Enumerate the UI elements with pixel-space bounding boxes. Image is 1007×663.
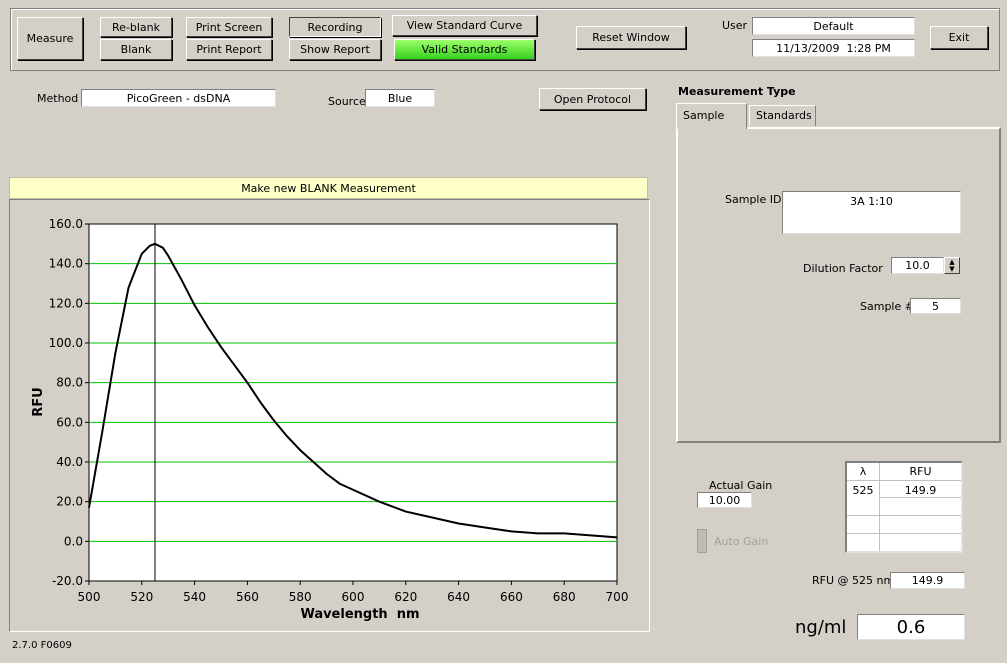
table-header: RFU [880,463,961,481]
x-tick-label: 540 [183,590,206,604]
y-tick-label: -20.0 [52,574,83,588]
button[interactable]: Blank [100,39,172,60]
label: RFU @ 525 nm [812,574,895,587]
plot-area [88,223,618,582]
text-field: PicoGreen - dsDNA [81,89,276,107]
toolbar [10,8,1000,71]
table-header: λ [847,463,880,481]
text-field: 10.00 [697,492,752,508]
tab[interactable]: Standards [749,105,816,126]
x-tick-label: 500 [78,590,101,604]
data-table: λ RFU 525 149.9 [845,461,963,553]
button[interactable]: Re-blank [100,17,172,37]
tab[interactable]: Sample [676,103,747,129]
label: Sample ID [725,193,782,206]
x-tick-label: 660 [500,590,523,604]
button[interactable]: Print Report [186,39,272,60]
text-field: 3A 1:10 [782,191,961,234]
label: Method [37,92,79,105]
y-tick-label: 120.0 [49,296,83,310]
text-field: Default [752,17,915,35]
table-cell: 149.9 [880,481,961,498]
x-tick-label: 620 [394,590,417,604]
y-tick-label: 140.0 [49,257,83,271]
chart: Wavelength nm RFU -20.0 0.0 20.0 40.0 60.0 80… [31,217,629,622]
label: Sample # [860,300,914,313]
button[interactable]: Print Screen [186,17,272,37]
text-field: 149.9 [890,572,965,589]
label: User [722,19,748,32]
button[interactable]: Measure [17,17,83,60]
y-tick-label: 40.0 [56,455,83,469]
version: 2.7.0 F0609 [12,640,72,651]
x-tick-label: 560 [236,590,259,604]
x-tick-label: 520 [130,590,153,604]
banner: Make new BLANK Measurement [9,177,648,199]
button[interactable]: Reset Window [576,26,686,49]
y-axis-label: RFU [31,387,46,416]
x-tick-label: 580 [289,590,312,604]
text-field: 5 [910,298,961,314]
label: Source [328,95,366,108]
spinbox[interactable]: 10.0 [891,257,944,274]
unit-label: ng/ml [795,617,847,638]
label: Actual Gain [709,479,773,492]
data-line [88,242,618,539]
chart-panel [9,199,650,632]
text-field: Blue [365,89,435,107]
label: Dilution Factor [803,262,883,275]
button[interactable]: Show Report [289,39,381,60]
x-tick-label: 640 [447,590,470,604]
text-field: 11/13/2009 1:28 PM [752,39,915,57]
result-field: 0.6 [857,614,965,640]
spin-buttons[interactable]: ▲ ▼ [944,257,960,274]
tab-panel [676,127,1001,443]
y-tick-label: 100.0 [49,336,83,350]
button[interactable]: Open Protocol [539,88,646,110]
section-title: Measurement Type [678,85,796,98]
toggle-button[interactable]: Recording [289,17,381,37]
y-tick-label: 160.0 [49,217,83,231]
button[interactable]: Exit [930,26,988,49]
x-axis-label: Wavelength nm [300,607,419,622]
toggle-switch [697,529,707,553]
x-tick-label: 680 [553,590,576,604]
y-tick-label: 60.0 [56,415,83,429]
button[interactable]: View Standard Curve [392,15,537,36]
x-tick-label: 700 [606,590,629,604]
status-indicator: Valid Standards [394,39,535,60]
table-cell: 525 [847,481,880,551]
y-tick-label: 0.0 [64,534,83,548]
label: Auto Gain [714,535,769,548]
y-tick-label: 80.0 [56,376,83,390]
x-tick-label: 600 [342,590,365,604]
table-row [847,533,961,534]
y-tick-label: 20.0 [56,495,83,509]
table-row [847,515,961,516]
